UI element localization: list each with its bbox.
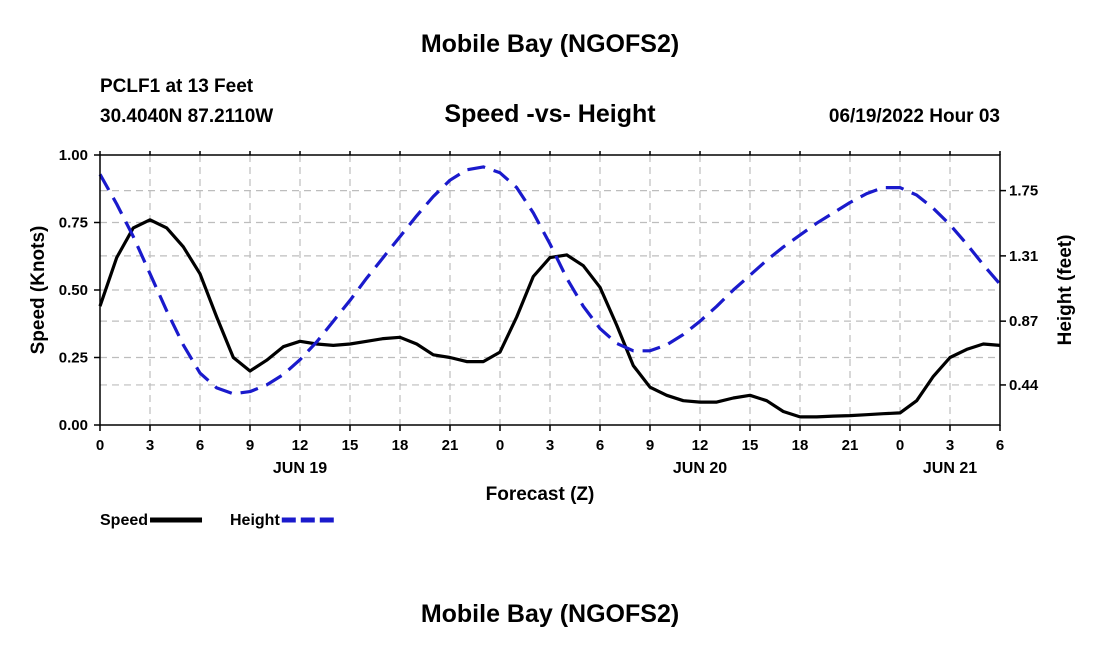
x-tick-label: 6 [596,437,604,454]
y-right-tick-label: 0.44 [1009,377,1039,394]
x-tick-label: 18 [392,437,409,454]
x-tick-label: 18 [792,437,809,454]
x-tick-label: 12 [292,437,309,454]
y-left-tick-label: 0.75 [59,215,88,232]
x-tick-label: 0 [896,437,904,454]
chart-grid [100,155,1000,425]
x-tick-label: 6 [996,437,1004,454]
x-day-label: JUN 21 [923,460,977,477]
y-left-tick-label: 0.50 [59,282,88,299]
x-tick-label: 21 [442,437,459,454]
chart-subtitle: Speed -vs- Height [444,100,656,128]
x-tick-label: 9 [646,437,654,454]
height-legend-label: Height [230,512,280,529]
x-tick-label: 3 [146,437,154,454]
speed-legend-label: Speed [100,512,148,529]
forecast-datetime: 06/19/2022 Hour 03 [828,106,1000,127]
chart-series [98,165,1002,419]
station-label: PCLF1 at 13 Feet [100,76,254,97]
y-right-tick-label: 1.31 [1009,248,1038,265]
chart-axes: 0 3 6 9 12 15 18 21 0 3 6 9 12 15 18 21 0 3 6 JUN 19 JUN 20 J… [59,147,1039,477]
height-series-line [98,165,1002,396]
x-axis-label: Forecast (Z) [486,484,595,505]
x-tick-label: 0 [496,437,504,454]
y-right-tick-label: 0.87 [1009,313,1038,330]
chart-main-title: Mobile Bay (NGOFS2) [420,30,680,58]
y-axis-right-label: Height (feet) [1055,235,1076,346]
y-left-tick-label: 1.00 [59,147,88,164]
x-tick-label: 0 [96,437,104,454]
x-tick-label: 15 [342,437,359,454]
x-tick-label: 3 [946,437,954,454]
x-tick-label: 6 [196,437,204,454]
x-tick-label: 9 [246,437,254,454]
y-right-tick-label: 1.75 [1009,183,1038,200]
y-left-tick-label: 0.00 [59,417,88,434]
x-tick-label: 12 [692,437,709,454]
footer-title: Mobile Bay (NGOFS2) [420,600,680,628]
station-coordinates: 30.4040N 87.2110W [100,106,274,127]
chart-legend: Speed Height [100,512,334,529]
x-day-label: JUN 19 [273,460,327,477]
x-tick-label: 21 [842,437,859,454]
y-left-tick-label: 0.25 [59,350,88,367]
x-tick-label: 15 [742,437,759,454]
y-axis-left-label: Speed (Knots) [28,226,49,355]
x-day-label: JUN 20 [673,460,727,477]
speed-series-line [98,218,1001,419]
x-tick-label: 3 [546,437,554,454]
